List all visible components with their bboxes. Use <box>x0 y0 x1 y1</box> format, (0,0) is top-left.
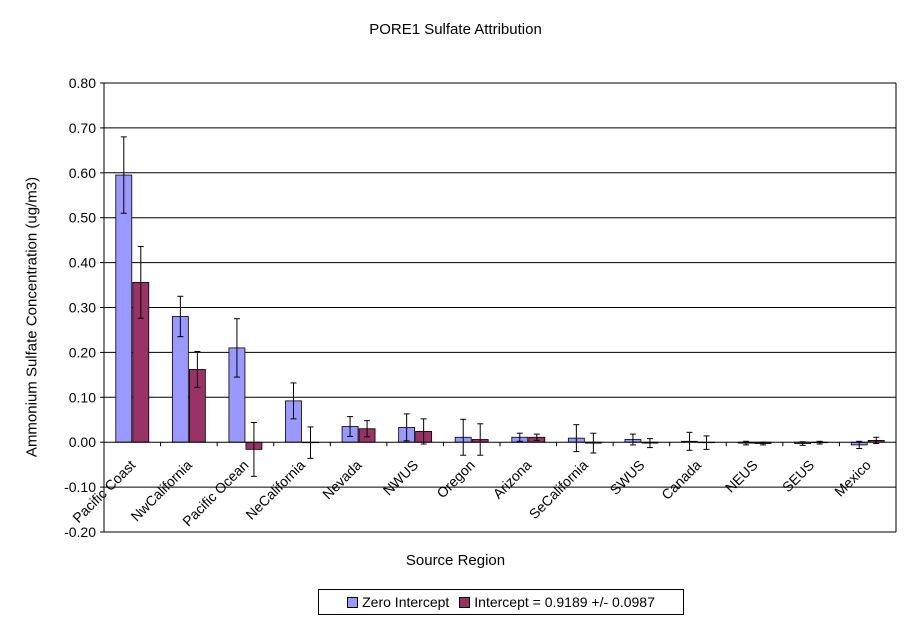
y-tick-label: -0.20 <box>64 524 96 540</box>
x-tick-label: SWUS <box>607 457 648 498</box>
legend-item-intercept: Intercept = 0.9189 +/- 0.0987 <box>459 594 655 610</box>
y-tick-label: 0.40 <box>69 255 96 271</box>
bar-zero-intercept <box>115 174 133 443</box>
y-tick-label: 0.10 <box>69 389 96 405</box>
y-tick-label: 0.20 <box>69 344 96 360</box>
x-tick-label: NEUS <box>722 457 761 496</box>
y-tick-label: -0.10 <box>64 479 96 495</box>
x-tick-label: Nevada <box>319 457 365 503</box>
legend-swatch-zero-intercept <box>347 596 359 608</box>
legend-label-zero-intercept: Zero Intercept <box>362 594 450 610</box>
x-tick-label: Arizona <box>490 457 535 502</box>
x-tick-label: NeCalifornia <box>242 457 308 523</box>
x-tick-label: Oregon <box>433 457 477 501</box>
x-tick-label: SeCalifornia <box>526 457 591 522</box>
chart-title: PORE1 Sulfate Attribution <box>369 21 542 38</box>
x-tick-label: SEUS <box>779 457 817 495</box>
x-tick-label: NWUS <box>380 457 422 499</box>
y-tick-label: 0.60 <box>69 165 96 181</box>
legend-label-intercept: Intercept = 0.9189 +/- 0.0987 <box>474 594 655 610</box>
y-tick-label: 0.50 <box>69 210 96 226</box>
y-tick-label: 0.70 <box>69 120 96 136</box>
legend: Zero Intercept Intercept = 0.9189 +/- 0.… <box>318 589 684 615</box>
legend-swatch-intercept <box>459 596 471 608</box>
y-tick-label: 0.00 <box>69 434 96 450</box>
x-tick-label: Canada <box>658 457 704 503</box>
x-tick-label: Mexico <box>831 457 874 500</box>
y-tick-label: 0.30 <box>69 300 96 316</box>
y-tick-label: 0.80 <box>69 75 96 91</box>
x-axis-label: Source Region <box>405 552 506 569</box>
legend-item-zero-intercept: Zero Intercept <box>347 594 449 610</box>
